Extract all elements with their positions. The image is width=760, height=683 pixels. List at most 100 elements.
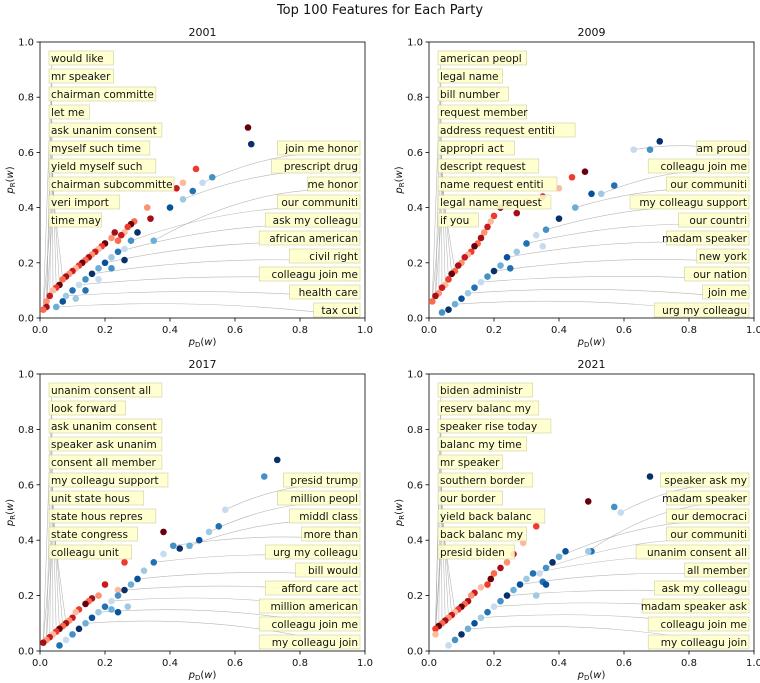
- democrat-feature-label-box: [653, 302, 750, 318]
- democrat-point: [62, 292, 70, 300]
- democrat-feature-label: unanim consent all: [635, 544, 750, 560]
- republican-feature-label-text: name request entiti: [440, 179, 544, 191]
- republican-feature-label: unanim consent all: [48, 382, 163, 398]
- y-tick-label: 0.4: [407, 203, 423, 214]
- republican-feature-label: address request entiti: [437, 122, 576, 138]
- democrat-feature-label: african american: [258, 230, 361, 246]
- democrat-feature-label-box: [666, 508, 750, 524]
- democrat-feature-label-box: [684, 562, 750, 578]
- republican-feature-label: state hous repres: [48, 508, 157, 524]
- democrat-point: [506, 265, 514, 272]
- democrat-feature-label-box: [258, 634, 361, 650]
- republican-point: [497, 564, 504, 572]
- republican-point: [484, 581, 491, 588]
- democrat-feature-label-text: new york: [699, 251, 748, 263]
- democrat-feature-label: bill would: [295, 562, 361, 578]
- republican-feature-label-text: unit state hous: [51, 493, 130, 505]
- democrat-point: [555, 553, 563, 561]
- democrat-feature-label: urg my colleagu: [653, 302, 750, 318]
- democrat-point: [471, 284, 478, 291]
- democrat-point: [477, 278, 485, 286]
- republican-point: [490, 212, 498, 220]
- republican-feature-label-text: reserv balanc my: [440, 403, 531, 415]
- democrat-feature-label-box: [301, 526, 361, 542]
- republican-feature-label-box: [437, 212, 479, 228]
- democrat-point: [542, 226, 550, 233]
- democrat-feature-label-box: [289, 248, 361, 264]
- republican-feature-label-text: if you: [440, 215, 469, 227]
- republican-point: [59, 276, 67, 283]
- democrat-feature-label-box: [258, 230, 361, 246]
- ticks: 0.0 0.2 0.4 0.6 0.8 1.0 0.0 0.2 0.4 0.6 0.8 1.0: [407, 38, 760, 337]
- democrat-feature-label: my colleagu support: [629, 194, 750, 210]
- republican-feature-label-text: speaker ask unanim: [51, 439, 157, 451]
- democrat-feature-label-text: urg my colleagu: [273, 547, 358, 559]
- republican-point: [432, 625, 439, 633]
- republican-feature-label-text: address request entiti: [440, 125, 555, 137]
- y-tick-label: 1.0: [18, 38, 34, 49]
- democrat-point: [101, 259, 109, 267]
- democrat-feature-label-text: our communiti: [670, 529, 747, 541]
- democrat-feature-label-text: middl class: [299, 511, 358, 523]
- democrat-feature-label-box: [264, 212, 361, 228]
- democrat-feature-label-box: [653, 580, 750, 596]
- republican-feature-label-text: mr speaker: [440, 457, 500, 469]
- x-tick-label: 0.6: [616, 658, 632, 669]
- republican-feature-label: myself such time: [48, 140, 151, 156]
- democrat-feature-label-text: our communiti: [281, 197, 358, 209]
- x-tick-label: 0.4: [162, 658, 178, 669]
- y-tick-label: 1.0: [407, 370, 423, 381]
- x-tick-label: 0.8: [292, 658, 308, 669]
- democrat-point: [513, 248, 521, 256]
- democrat-feature-label: my colleagu join: [647, 634, 750, 650]
- republican-feature-label-text: biden administr: [440, 385, 523, 397]
- subplot-2021: 2021 0.0 0.2 0.4 0.6 0.8 1.0 0.0 0.2 0.4 0.6 0.8 1.0…: [394, 358, 760, 682]
- republican-feature-label-text: appropri act: [440, 143, 504, 155]
- democrat-point: [273, 456, 281, 464]
- democrat-point: [108, 253, 115, 261]
- democrat-point: [458, 295, 465, 302]
- republican-point: [43, 298, 50, 305]
- democrat-feature-label-box: [696, 140, 750, 156]
- y-tick-label: 0.4: [407, 536, 423, 547]
- republican-feature-label-text: southern border: [440, 475, 525, 487]
- democrat-feature-label-text: tax cut: [321, 305, 358, 317]
- democrat-feature-label: million american: [258, 598, 361, 614]
- plot-frame: [428, 373, 755, 652]
- scatter-points: [39, 124, 255, 314]
- republican-feature-label: time may: [48, 212, 102, 228]
- democrat-feature-label-text: urg my colleagu: [662, 305, 747, 317]
- republican-feature-label-box: [48, 490, 145, 506]
- subplot-title: 2009: [578, 26, 606, 39]
- y-axis-label: pR(w): [5, 499, 17, 527]
- republican-feature-label-box: [437, 472, 534, 488]
- x-tick-label: 0.6: [227, 325, 243, 336]
- republican-feature-label-box: [48, 508, 157, 524]
- republican-feature-label-box: [437, 490, 503, 506]
- democrat-point: [484, 608, 491, 616]
- democrat-feature-label-text: our communiti: [670, 179, 747, 191]
- republican-point: [555, 184, 563, 192]
- republican-feature-label-text: yield myself such: [51, 161, 142, 173]
- democrat-point: [445, 642, 452, 649]
- democrat-feature-label: speaker ask my: [659, 472, 750, 488]
- democrat-feature-label-text: join me: [707, 287, 747, 299]
- democrat-feature-label: our communiti: [666, 176, 750, 192]
- republican-feature-label: legal name request: [437, 194, 552, 210]
- democrat-point: [82, 620, 89, 627]
- republican-feature-label-text: chairman subcommitte: [51, 179, 173, 191]
- democrat-feature-label: our democraci: [666, 508, 750, 524]
- democrat-point: [108, 265, 115, 272]
- republican-feature-label-box: [48, 140, 151, 156]
- republican-point: [568, 173, 576, 181]
- republican-feature-label-box: [437, 194, 552, 210]
- democrat-point: [169, 542, 177, 550]
- plot-frame: [39, 373, 366, 652]
- republican-point: [477, 583, 485, 591]
- democrat-feature-label-box: [647, 616, 750, 632]
- plot-frame: [39, 41, 366, 319]
- republican-feature-label-box: [437, 454, 503, 470]
- republican-feature-label: appropri act: [437, 140, 515, 156]
- democrat-point: [610, 503, 618, 511]
- democrat-point: [199, 179, 206, 187]
